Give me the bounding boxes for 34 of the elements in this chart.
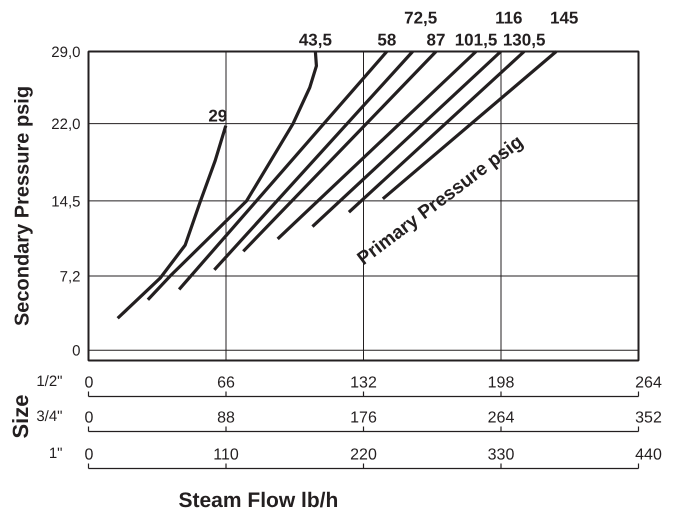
text: 0 bbox=[84, 446, 94, 464]
x-tick-label: 0 bbox=[84, 374, 94, 392]
x-tick-label: 132 bbox=[350, 374, 377, 392]
x2-tick-label: 264 bbox=[488, 410, 514, 426]
x-tick-label: 264 bbox=[635, 374, 662, 392]
series-label: 101,5 bbox=[454, 30, 498, 50]
text: 3/4" bbox=[36, 408, 63, 425]
x2-tick-label: 88 bbox=[217, 410, 235, 426]
x-tick-label: 66 bbox=[217, 374, 235, 392]
text: 1/2" bbox=[36, 373, 63, 390]
series-label: 58 bbox=[377, 30, 396, 50]
y-tick-label: 7,2 bbox=[60, 268, 81, 286]
y-tick-label: 29,0 bbox=[51, 44, 81, 61]
series-label: 72,5 bbox=[404, 8, 438, 28]
text: Size bbox=[8, 394, 33, 439]
x2-tick-label: 176 bbox=[350, 410, 377, 426]
text: 220 bbox=[350, 446, 377, 464]
series-label: 130,5 bbox=[502, 30, 546, 50]
text: 1" bbox=[48, 445, 63, 462]
text: 330 bbox=[488, 446, 514, 464]
x-tick-label: 198 bbox=[488, 374, 514, 392]
series-label: 87 bbox=[426, 30, 446, 50]
y-tick-label: 14,5 bbox=[51, 193, 81, 210]
series-label: 145 bbox=[550, 8, 578, 28]
y-tick-label: 0 bbox=[72, 342, 80, 360]
series-label: 116 bbox=[495, 8, 523, 28]
text: 440 bbox=[635, 446, 662, 464]
series-label: 43,5 bbox=[298, 30, 332, 50]
text: 110 bbox=[213, 446, 239, 464]
x2-tick-label: 0 bbox=[84, 410, 94, 426]
x2-tick-label: 352 bbox=[635, 410, 662, 426]
y-axis-title: Secondary Pressure psig bbox=[12, 86, 34, 326]
x-axis-title: Steam Flow lb/h bbox=[178, 489, 338, 512]
y-tick-label: 22,0 bbox=[51, 116, 81, 134]
